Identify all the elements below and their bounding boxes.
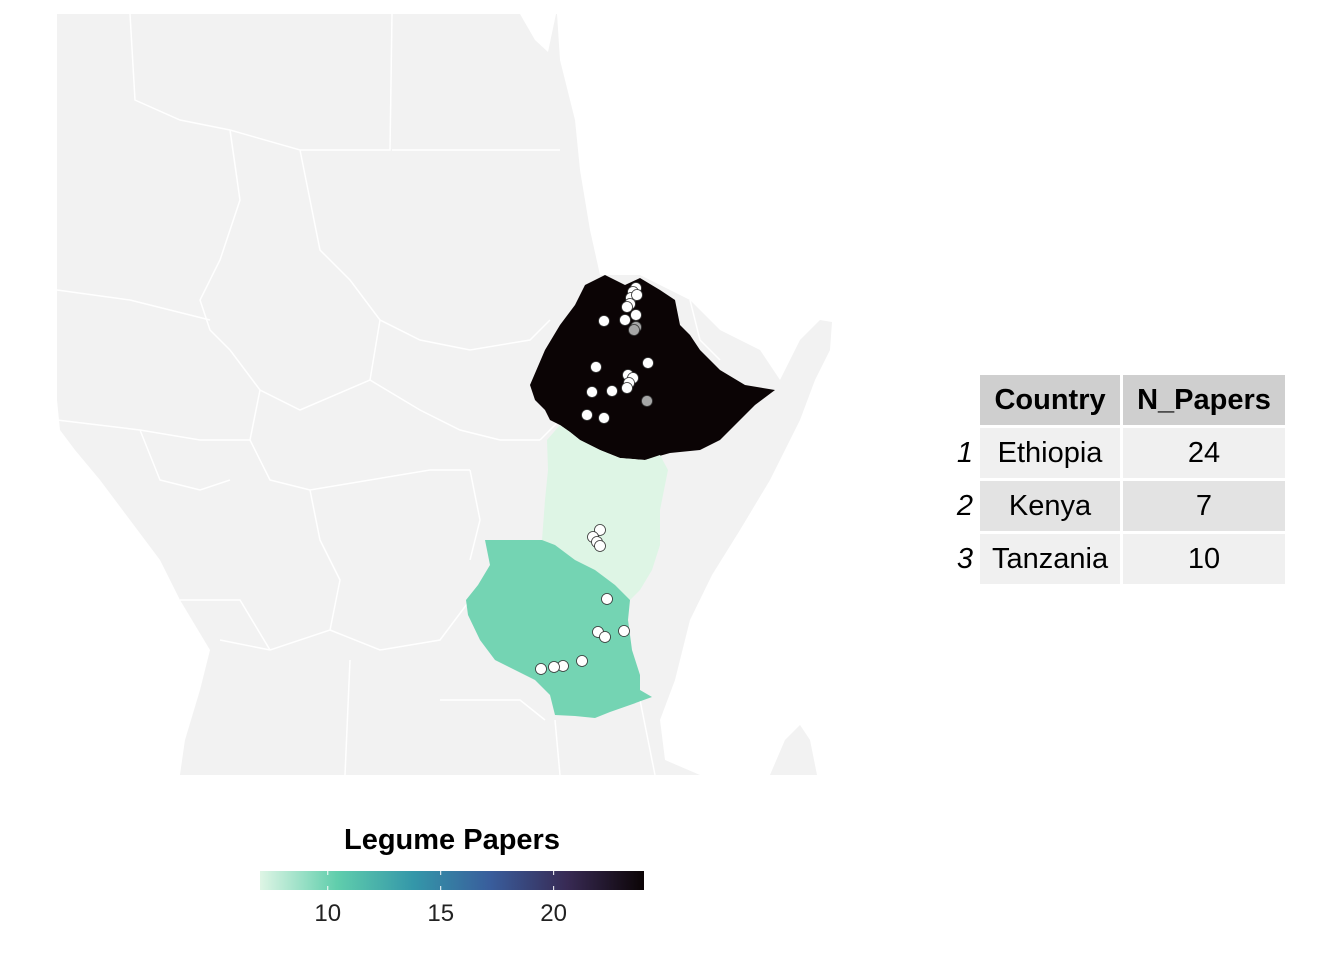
study-point bbox=[631, 289, 643, 301]
papers-table: Country N_Papers 1 Ethiopia 24 2 Kenya 7… bbox=[946, 372, 1288, 587]
row-number: 1 bbox=[956, 436, 974, 469]
study-point bbox=[594, 524, 606, 536]
country-cell: Ethiopia bbox=[980, 428, 1121, 478]
study-point bbox=[621, 382, 633, 394]
study-point bbox=[642, 357, 654, 369]
study-points bbox=[535, 282, 654, 675]
legend-tick-label: 10 bbox=[314, 900, 342, 927]
papers-cell: 24 bbox=[1123, 428, 1285, 478]
country-tanzania bbox=[466, 540, 652, 718]
country-cell: Kenya bbox=[980, 481, 1121, 531]
study-point bbox=[598, 315, 610, 327]
papers-cell: 10 bbox=[1123, 534, 1285, 584]
papers-cell: 7 bbox=[1123, 481, 1285, 531]
legend-tick-label: 15 bbox=[427, 900, 455, 927]
row-number: 3 bbox=[956, 542, 974, 575]
legend-title: Legume Papers bbox=[344, 824, 560, 856]
country-cell: Tanzania bbox=[980, 534, 1121, 584]
table-row: 1 Ethiopia 24 bbox=[949, 428, 1285, 478]
study-point bbox=[594, 540, 606, 552]
study-point bbox=[601, 593, 613, 605]
legend-tick-label: 20 bbox=[540, 900, 567, 927]
study-point bbox=[586, 386, 598, 398]
study-point bbox=[618, 625, 630, 637]
study-point bbox=[598, 412, 610, 424]
study-point bbox=[581, 409, 593, 421]
study-point bbox=[619, 314, 631, 326]
table-header-n-papers: N_Papers bbox=[1123, 375, 1285, 425]
row-number: 2 bbox=[956, 489, 974, 522]
study-point bbox=[590, 361, 602, 373]
study-point bbox=[621, 301, 633, 313]
study-point bbox=[599, 631, 611, 643]
country-kenya bbox=[542, 425, 668, 600]
study-point bbox=[641, 395, 653, 407]
study-point bbox=[606, 385, 618, 397]
study-point bbox=[535, 663, 547, 675]
table-row: 2 Kenya 7 bbox=[949, 481, 1285, 531]
table-corner bbox=[949, 375, 977, 425]
study-point bbox=[630, 309, 642, 321]
study-point bbox=[548, 661, 560, 673]
table-header-country: Country bbox=[980, 375, 1121, 425]
study-point bbox=[628, 324, 640, 336]
legend-colorbar bbox=[260, 871, 644, 890]
table-row: 3 Tanzania 10 bbox=[949, 534, 1285, 584]
country-borders bbox=[56, 13, 721, 776]
study-point bbox=[576, 655, 588, 667]
